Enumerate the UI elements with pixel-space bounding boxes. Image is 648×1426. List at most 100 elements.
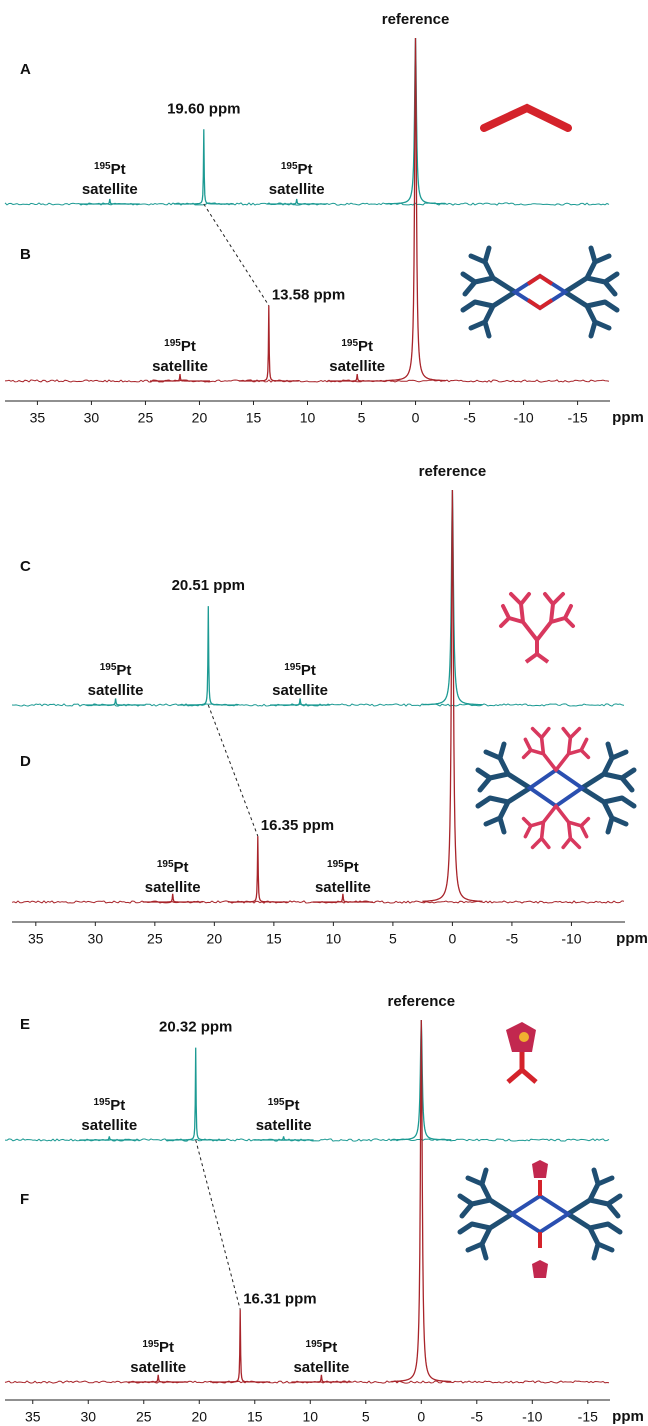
element: Pt [111, 161, 126, 178]
satellite-isotope: 195Pt [284, 662, 316, 679]
isotope: 195 [157, 859, 174, 870]
x-tick-label: 20 [192, 410, 208, 426]
peak [270, 698, 331, 706]
satellite-label: satellite [145, 879, 201, 896]
x-tick-label: 0 [449, 931, 457, 947]
satellite-isotope: 195Pt [164, 338, 196, 355]
isotope: 195 [327, 859, 344, 870]
x-tick-label: 10 [326, 931, 342, 947]
satellite-label: satellite [293, 1359, 349, 1376]
peak-label: 16.31 ppm [243, 1291, 316, 1308]
peak [385, 37, 446, 382]
element: Pt [159, 1339, 174, 1356]
satellite-isotope: 195Pt [341, 338, 373, 355]
element: Pt [181, 338, 196, 355]
isotope: 195 [100, 662, 117, 673]
isotope: 195 [281, 161, 298, 172]
element: Pt [298, 161, 313, 178]
series-label: E [20, 1016, 30, 1033]
series-label: D [20, 753, 31, 770]
peak [165, 1047, 226, 1141]
series-label: A [20, 61, 31, 78]
series-label: F [20, 1191, 29, 1208]
peak [173, 129, 234, 205]
peak [178, 606, 239, 706]
peak [312, 893, 373, 903]
satellite-isotope: 195Pt [327, 859, 359, 876]
shift-connector [203, 203, 270, 306]
isotope: 195 [268, 1097, 285, 1108]
icon-d [478, 726, 634, 850]
peak [238, 305, 299, 382]
satellite-isotope: 195Pt [268, 1097, 300, 1114]
peak [142, 893, 203, 903]
x-tick-label: 10 [302, 1409, 318, 1425]
element: Pt [116, 662, 131, 679]
satellite-isotope: 195Pt [142, 1339, 174, 1356]
x-tick-label: 5 [362, 1409, 370, 1425]
satellite-label: satellite [81, 1117, 137, 1134]
satellite-label: satellite [269, 181, 325, 198]
icon-a [480, 103, 572, 132]
peak [327, 374, 388, 382]
isotope: 195 [142, 1339, 159, 1350]
isotope: 195 [341, 338, 358, 349]
peak-label: 13.58 ppm [272, 287, 345, 304]
satellite-label: satellite [152, 358, 208, 375]
baseline [4, 1380, 610, 1384]
peak-label: 20.51 ppm [172, 577, 245, 594]
isotope: 195 [164, 338, 181, 349]
series-label: B [20, 246, 31, 263]
reference-label: reference [419, 463, 487, 480]
isotope: 195 [94, 161, 111, 172]
x-tick-label: 15 [266, 931, 282, 947]
x-tick-label: -10 [561, 931, 581, 947]
peak-label: 20.32 ppm [159, 1019, 232, 1036]
peak [266, 198, 327, 205]
satellite-label: satellite [256, 1117, 312, 1134]
icon-c [499, 592, 575, 664]
x-tick-label: 5 [358, 410, 366, 426]
peak [227, 836, 288, 903]
shift-connector [195, 1139, 241, 1310]
satellite-isotope: 195Pt [157, 859, 189, 876]
x-tick-label: 35 [30, 410, 46, 426]
icon-e [506, 1022, 538, 1084]
satellite-label: satellite [130, 1359, 186, 1376]
element: Pt [284, 1097, 299, 1114]
x-tick-label: -10 [513, 410, 533, 426]
x-tick-label: -5 [463, 410, 476, 426]
satellite-isotope: 195Pt [306, 1339, 338, 1356]
x-axis-label: ppm [612, 409, 644, 426]
element: Pt [358, 338, 373, 355]
satellite-isotope: 195Pt [94, 161, 126, 178]
peak [391, 1019, 452, 1383]
series-label: C [20, 558, 31, 575]
peak-label: 19.60 ppm [167, 100, 240, 117]
satellite-label: satellite [272, 682, 328, 699]
x-tick-label: 35 [28, 931, 44, 947]
satellite-isotope: 195Pt [100, 662, 132, 679]
x-tick-label: 15 [247, 1409, 263, 1425]
reference-label: reference [382, 11, 450, 28]
x-tick-label: -5 [506, 931, 519, 947]
element: Pt [344, 859, 359, 876]
x-tick-label: 30 [88, 931, 104, 947]
element: Pt [110, 1097, 125, 1114]
x-tick-label: 0 [417, 1409, 425, 1425]
peak [79, 198, 140, 205]
satellite-isotope: 195Pt [281, 161, 313, 178]
icon-f [460, 1160, 620, 1278]
x-tick-label: -15 [567, 410, 587, 426]
x-tick-label: 20 [207, 931, 223, 947]
icon-b [463, 248, 617, 336]
isotope: 195 [306, 1339, 323, 1350]
element: Pt [322, 1339, 337, 1356]
x-tick-label: 20 [191, 1409, 207, 1425]
x-tick-label: 35 [25, 1409, 41, 1425]
peak [253, 1136, 314, 1141]
x-tick-label: 25 [136, 1409, 152, 1425]
element: Pt [301, 662, 316, 679]
shift-connector [207, 704, 259, 837]
